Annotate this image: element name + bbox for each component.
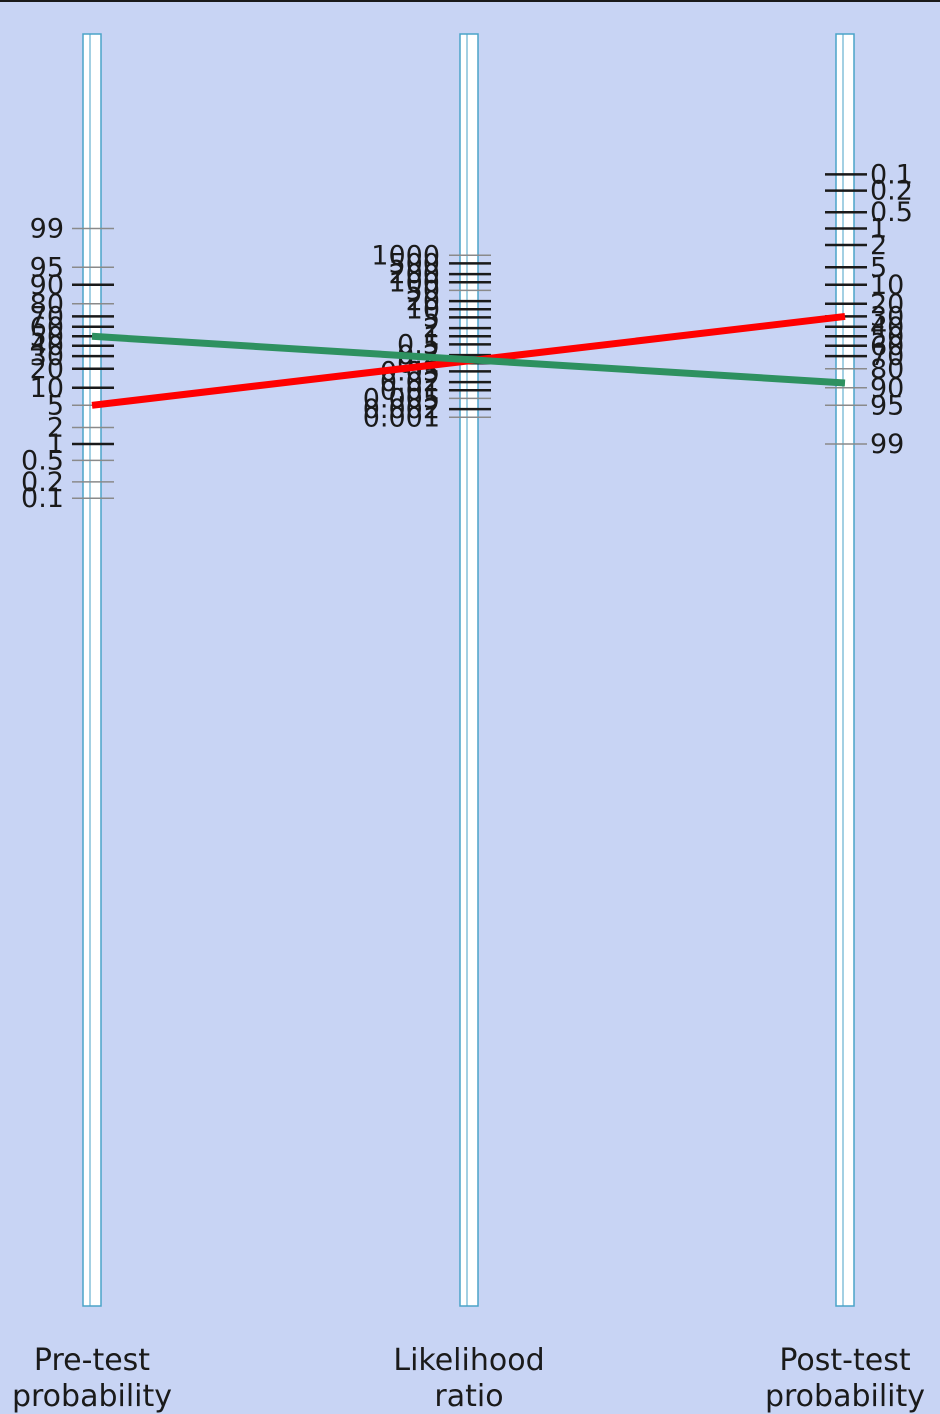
nomogram-line-1 bbox=[91, 332, 846, 387]
posttest-tick-label: 99 bbox=[870, 429, 904, 460]
posttest-tick-label: 20 bbox=[870, 289, 904, 320]
lr-tick-label: 5 bbox=[423, 302, 440, 333]
pretest-tick-label: 80 bbox=[30, 289, 64, 320]
posttest-tick-label: 40 bbox=[870, 312, 904, 343]
lr-tick-label: 20 bbox=[406, 286, 440, 317]
posttest-tick-label: 90 bbox=[870, 373, 904, 404]
lr-tick-label: 1000 bbox=[371, 240, 440, 271]
lr-axis-title-line: ratio bbox=[434, 1379, 503, 1414]
pretest-axis-title-line: Pre-test bbox=[34, 1343, 150, 1378]
pretest-tick-label: 50 bbox=[30, 321, 64, 352]
posttest-tick-label: 70 bbox=[870, 341, 904, 372]
pretest-tick-label: 20 bbox=[30, 354, 64, 385]
pretest-tick-label: 0.1 bbox=[21, 483, 64, 514]
posttest-axis-title-line: Post-test bbox=[779, 1343, 910, 1378]
posttest-tick-label: 10 bbox=[870, 270, 904, 301]
lr-tick-label: 1 bbox=[423, 321, 440, 352]
posttest-tick-label: 50 bbox=[870, 321, 904, 352]
posttest-tick-label: 60 bbox=[870, 331, 904, 362]
posttest-tick-label: 1 bbox=[870, 214, 887, 245]
lr-tick-label: 500 bbox=[388, 248, 440, 279]
posttest-tick-label: 5 bbox=[870, 252, 887, 283]
pretest-tick-label: 70 bbox=[30, 301, 64, 332]
posttest-tick-label: 80 bbox=[870, 354, 904, 385]
lr-scale-bar bbox=[459, 33, 479, 1307]
pretest-tick-label: 40 bbox=[30, 331, 64, 362]
pretest-tick-label: 60 bbox=[30, 312, 64, 343]
posttest-tick-label: 2 bbox=[870, 230, 887, 261]
pretest-scale-bar bbox=[82, 33, 102, 1307]
posttest-tick-label: 0.1 bbox=[870, 159, 913, 190]
pretest-tick-label: 1 bbox=[47, 429, 64, 460]
lr-axis-title-line: Likelihood bbox=[393, 1343, 544, 1378]
lr-tick-label: 2 bbox=[423, 313, 440, 344]
pretest-tick-label: 99 bbox=[30, 214, 64, 245]
pretest-tick-label: 2 bbox=[47, 413, 64, 444]
lr-tick-label: 0.01 bbox=[380, 375, 440, 406]
posttest-tick-label: 95 bbox=[870, 390, 904, 421]
lr-tick-label: 50 bbox=[406, 275, 440, 306]
lr-tick-label: 10 bbox=[406, 294, 440, 325]
posttest-scale-bar bbox=[835, 33, 855, 1307]
posttest-tick-label: 30 bbox=[870, 301, 904, 332]
pretest-tick-label: 0.2 bbox=[21, 467, 64, 498]
pretest-tick-label: 10 bbox=[30, 373, 64, 404]
lr-tick-label: 0.005 bbox=[363, 383, 440, 414]
lr-tick-label: 0.001 bbox=[363, 402, 440, 433]
lr-tick-label: 0.002 bbox=[363, 394, 440, 425]
pretest-tick-label: 0.5 bbox=[21, 445, 64, 476]
posttest-axis-title-line: probability bbox=[765, 1379, 925, 1414]
pretest-tick-label: 5 bbox=[47, 390, 64, 421]
posttest-tick-label: 0.5 bbox=[870, 197, 913, 228]
pretest-tick-label: 30 bbox=[30, 341, 64, 372]
lr-tick-label: 200 bbox=[388, 259, 440, 290]
pretest-tick-label: 90 bbox=[30, 270, 64, 301]
pretest-tick-label: 95 bbox=[30, 252, 64, 283]
pretest-axis-title-line: probability bbox=[12, 1379, 172, 1414]
lr-tick-label: 100 bbox=[388, 267, 440, 298]
posttest-tick-label: 0.2 bbox=[870, 176, 913, 207]
